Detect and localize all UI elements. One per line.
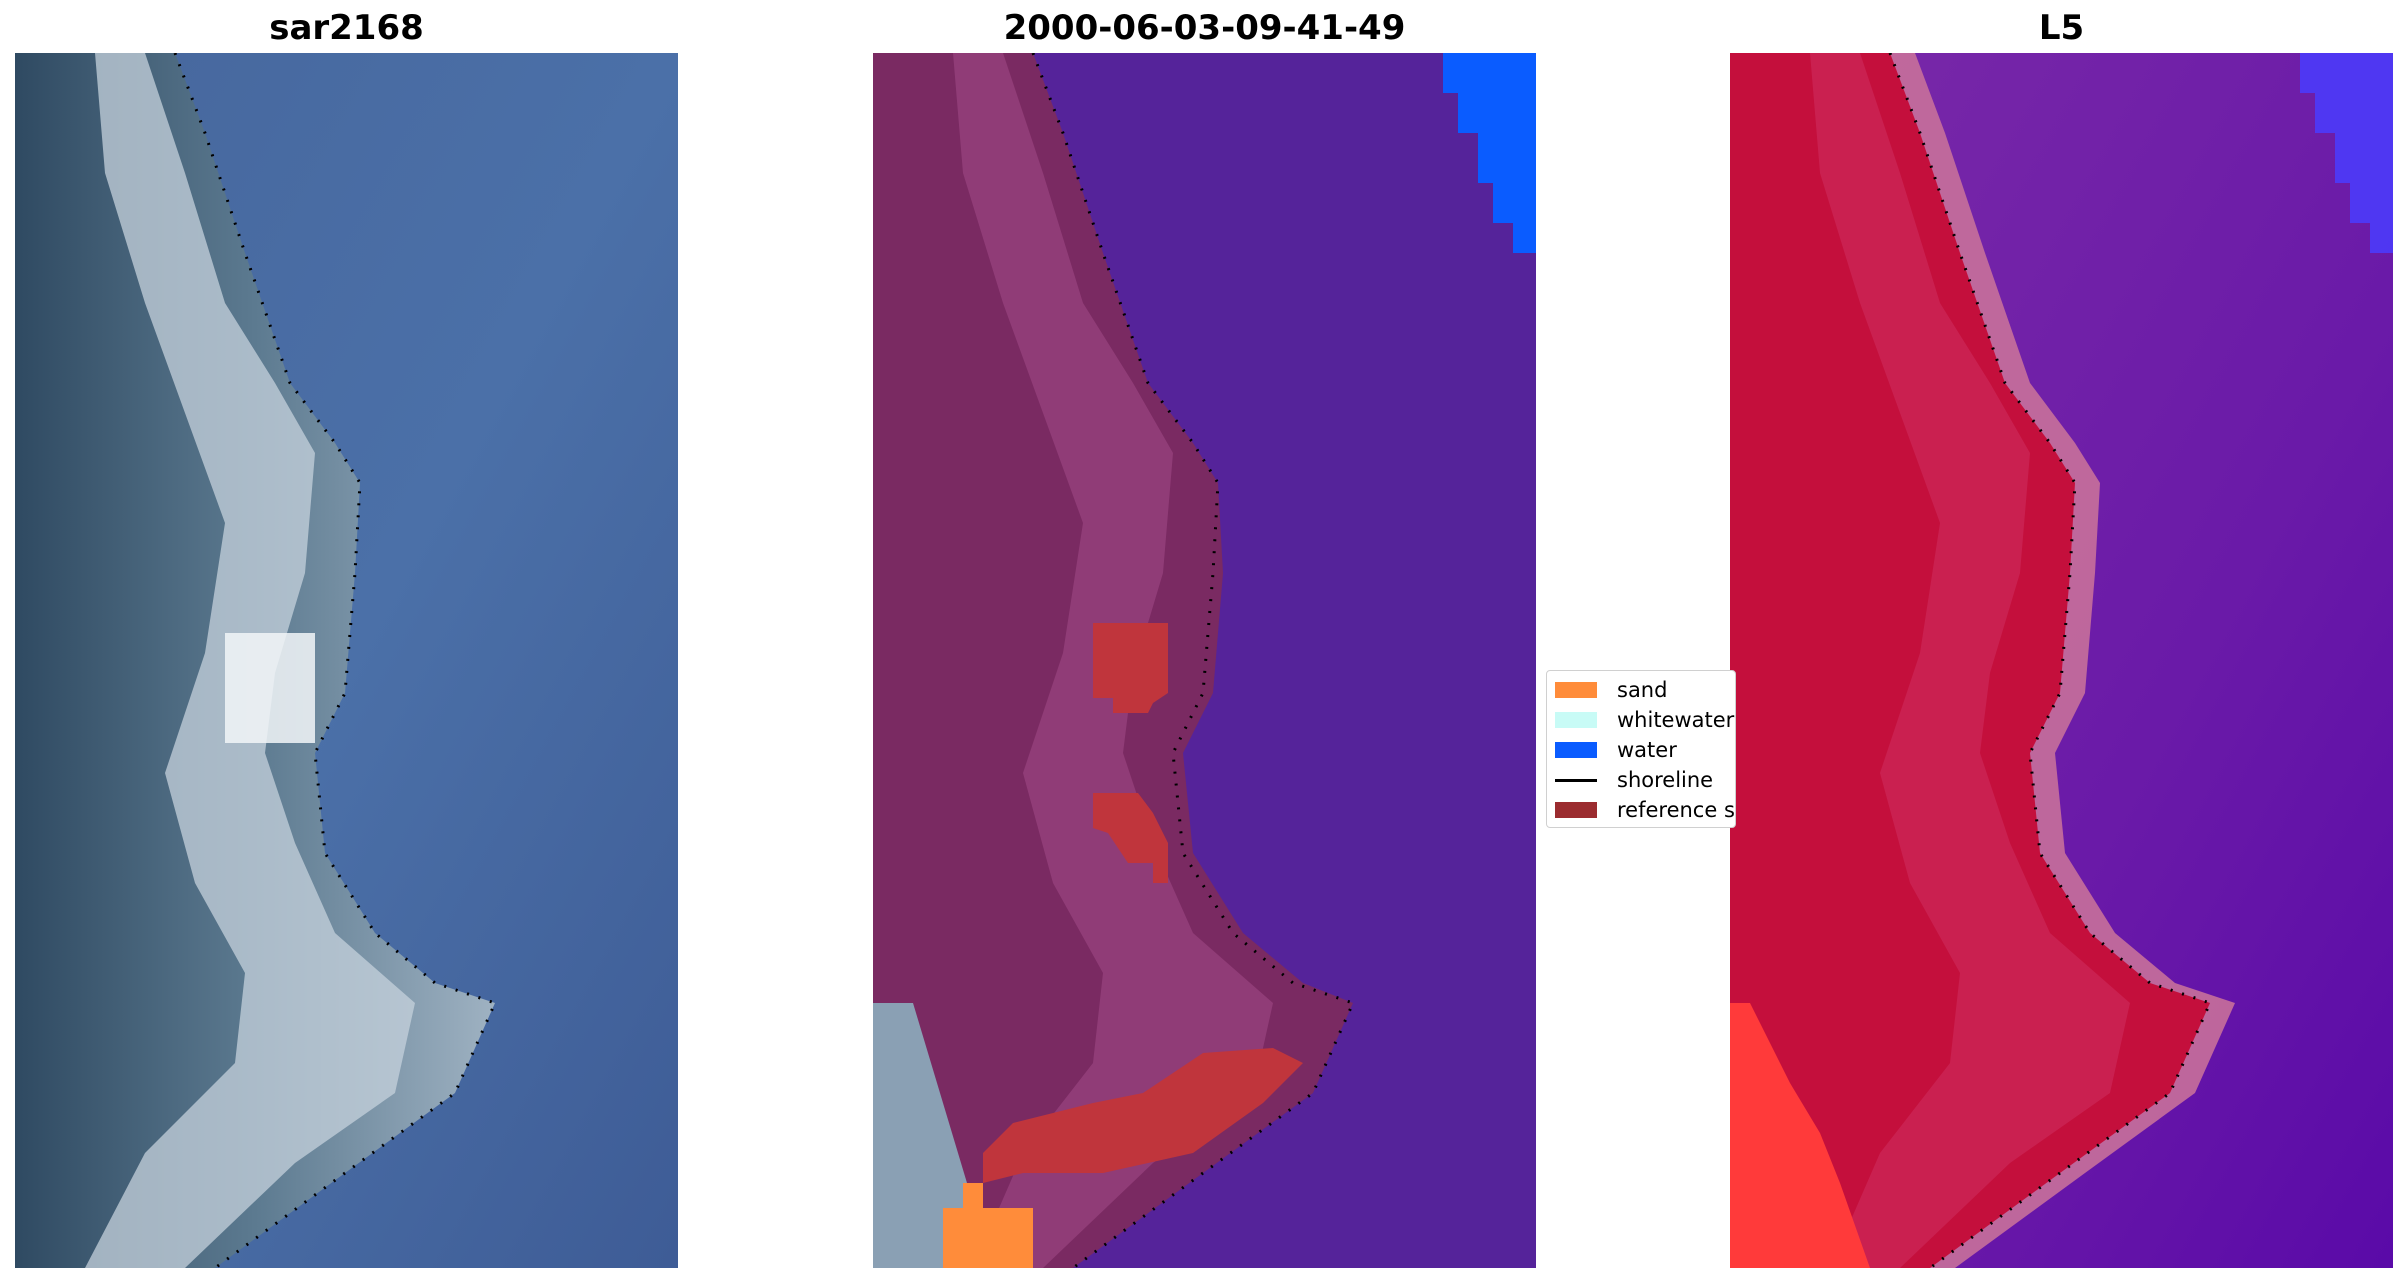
sand-area [943,1208,1033,1268]
legend-item-reference: reference s [1555,797,1735,823]
l5-panel [1730,53,2393,1268]
classified-image [873,53,1536,1268]
legend-label: sand [1617,678,1668,702]
whitewater-corner [873,1003,983,1268]
legend: sand whitewater water shoreline referenc… [1546,670,1736,828]
reference-area-upper [1093,623,1168,713]
panel-title-l5: L5 [2038,8,2085,48]
shoreline-line-swatch [1555,778,1597,782]
bright-red-corner [1730,1003,1870,1268]
panel-title-rgb: sar2168 [269,8,424,48]
legend-label: water [1617,738,1677,762]
panel-title-classified: 2000-06-03-09-41-49 [1003,8,1406,48]
legend-item-water: water [1555,737,1677,763]
legend-item-whitewater: whitewater [1555,707,1734,733]
legend-item-shoreline: shoreline [1555,767,1713,793]
reference-area-lower [983,1048,1303,1183]
water-class-corner [2300,53,2393,253]
sand-swatch [1555,682,1597,698]
land-light [1810,53,2130,1268]
classified-panel [873,53,1536,1268]
water-swatch [1555,742,1597,758]
water-class-corner [1443,53,1536,253]
sand-area-small [963,1183,983,1208]
legend-label: reference s [1617,798,1735,822]
reference-area-middle [1093,793,1168,883]
legend-label: shoreline [1617,768,1714,792]
rgb-image-panel [15,53,678,1268]
l5-image [1730,53,2393,1268]
bright-spot [225,633,315,743]
legend-item-sand: sand [1555,677,1667,703]
rgb-image [15,53,678,1268]
reference-swatch [1555,802,1597,818]
legend-label: whitewater [1617,708,1735,732]
whitewater-swatch [1555,712,1597,728]
